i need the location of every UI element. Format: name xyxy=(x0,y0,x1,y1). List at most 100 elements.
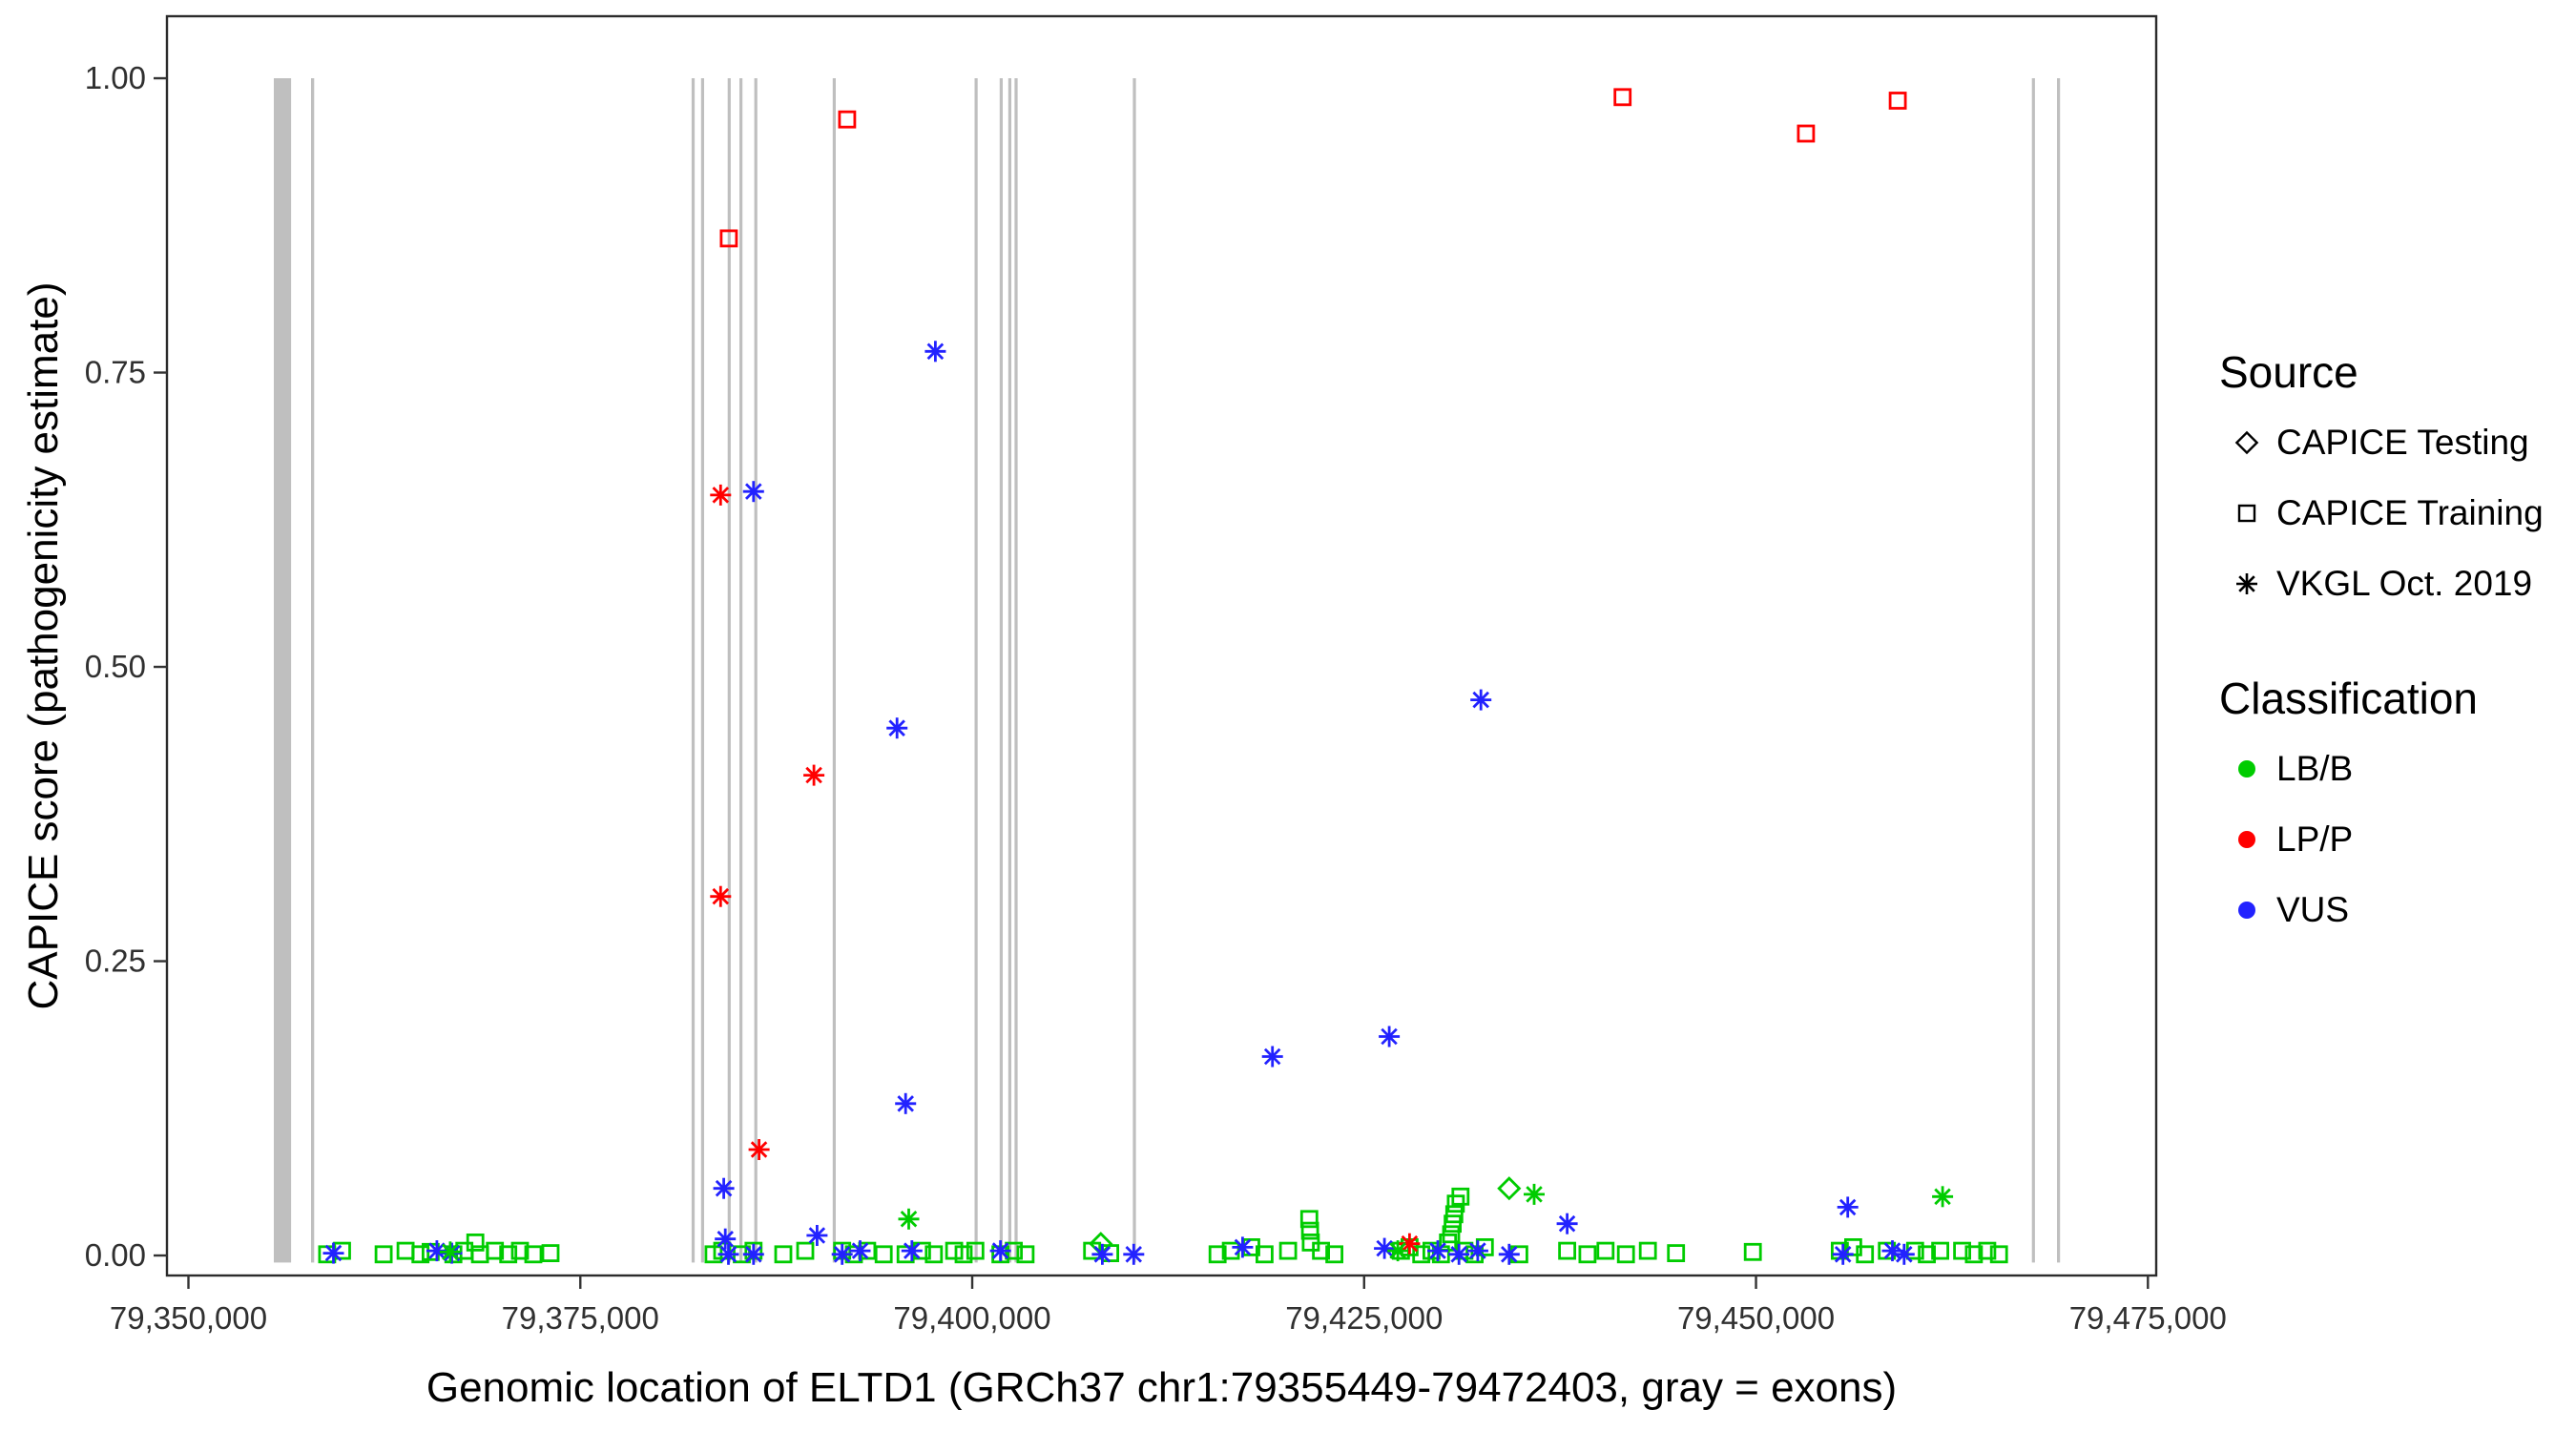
data-point xyxy=(1312,1241,1330,1260)
data-point xyxy=(396,1241,415,1260)
data-point xyxy=(717,1243,739,1265)
data-point xyxy=(806,1225,828,1246)
legend-item-label: CAPICE Testing xyxy=(2276,423,2529,462)
data-point xyxy=(1881,1240,1903,1262)
legend-item-label: LP/P xyxy=(2276,819,2354,859)
exon-band xyxy=(727,78,731,1263)
data-point xyxy=(499,1245,518,1264)
data-point xyxy=(945,1241,964,1260)
exon-band xyxy=(274,78,292,1263)
data-point xyxy=(831,1243,853,1265)
data-point xyxy=(1556,1213,1578,1234)
data-point xyxy=(1256,1245,1274,1264)
data-point xyxy=(1888,92,1907,110)
data-point xyxy=(1893,1243,1915,1265)
data-point xyxy=(374,1245,393,1264)
data-point xyxy=(1596,1241,1615,1260)
data-point xyxy=(1091,1243,1113,1265)
legend-source-title: Source xyxy=(2219,347,2358,397)
data-point xyxy=(1444,1205,1464,1224)
data-point xyxy=(510,1241,530,1260)
data-point xyxy=(849,1240,871,1262)
data-point xyxy=(719,229,738,248)
exon-band xyxy=(974,78,978,1263)
data-point xyxy=(1374,1237,1396,1259)
data-point xyxy=(1442,1225,1461,1244)
data-point xyxy=(1412,1245,1431,1264)
data-point xyxy=(1931,1241,1949,1260)
y-tick-label: 0.75 xyxy=(85,355,146,390)
data-point xyxy=(1232,1236,1254,1258)
legend-item-lbb: LB/B xyxy=(2219,748,2544,790)
data-point xyxy=(1989,1245,2008,1264)
plot-panel-border xyxy=(165,14,2158,1277)
data-point xyxy=(1497,1176,1522,1201)
x-tick-label: 79,425,000 xyxy=(1285,1300,1443,1336)
data-point xyxy=(1379,1026,1401,1047)
exon-band xyxy=(1008,78,1011,1263)
legend-classification-title: Classification xyxy=(2219,674,2478,723)
data-point xyxy=(1667,1244,1686,1262)
data-point xyxy=(486,1241,505,1260)
data-point xyxy=(1832,1243,1854,1265)
data-point xyxy=(1427,1240,1448,1262)
x-tick-label: 79,475,000 xyxy=(2069,1300,2227,1336)
data-point xyxy=(1208,1245,1227,1264)
data-point xyxy=(1964,1245,1984,1264)
legend-item-vus: VUS xyxy=(2219,889,2544,931)
data-points xyxy=(318,88,2008,1265)
data-point xyxy=(874,1245,893,1264)
x-axis-ticks: 79,350,000 79,375,000 79,400,000 79,425,000… xyxy=(110,1275,2227,1336)
exon-band xyxy=(700,78,704,1263)
square-icon xyxy=(2237,504,2256,523)
data-point xyxy=(1448,1243,1470,1265)
exon-band xyxy=(739,78,743,1263)
red-dot-icon xyxy=(2238,831,2255,848)
asterisk-icon xyxy=(2236,573,2257,594)
data-point xyxy=(1978,1241,1997,1260)
legend-item-label: VKGL Oct. 2019 xyxy=(2276,564,2533,603)
x-tick-label: 79,350,000 xyxy=(110,1300,267,1336)
y-tick-label: 1.00 xyxy=(85,60,146,95)
data-point xyxy=(1616,1245,1635,1264)
data-point xyxy=(524,1245,543,1264)
data-point xyxy=(901,1240,923,1262)
data-point xyxy=(1444,1214,1462,1234)
data-point xyxy=(715,1228,737,1250)
data-point xyxy=(1797,124,1816,143)
exon-band xyxy=(1014,78,1018,1263)
exon-bands xyxy=(274,78,2061,1263)
data-point xyxy=(1387,1240,1409,1262)
data-point xyxy=(1558,1241,1576,1260)
y-axis-ticks: 0.00 0.25 0.50 0.75 1.00 xyxy=(85,60,167,1273)
data-point xyxy=(1261,1046,1283,1068)
data-point xyxy=(924,1245,944,1264)
data-point xyxy=(1399,1233,1421,1255)
x-tick-label: 79,375,000 xyxy=(502,1300,659,1336)
exon-band xyxy=(311,78,315,1263)
data-point xyxy=(1466,1240,1488,1262)
data-point xyxy=(742,1243,764,1265)
blue-dot-icon xyxy=(2238,902,2255,919)
data-point xyxy=(803,764,825,786)
exon-band xyxy=(2057,78,2061,1263)
data-point xyxy=(796,1241,815,1260)
x-tick-label: 79,400,000 xyxy=(893,1300,1050,1336)
exon-band xyxy=(832,78,836,1263)
data-point xyxy=(1524,1183,1545,1205)
data-point xyxy=(439,1241,461,1263)
data-point xyxy=(838,110,857,129)
data-point xyxy=(1743,1242,1762,1261)
data-point xyxy=(748,1139,770,1160)
exon-band xyxy=(691,78,696,1263)
x-axis-title: Genomic location of ELTD1 (GRCh37 chr1:7… xyxy=(426,1364,1898,1411)
data-point xyxy=(1300,1221,1319,1240)
data-point xyxy=(1953,1241,1972,1260)
y-tick-label: 0.00 xyxy=(85,1237,146,1273)
data-point xyxy=(322,1242,344,1264)
legend-item-lpp: LP/P xyxy=(2219,819,2544,861)
data-point xyxy=(898,1208,920,1230)
diamond-icon xyxy=(2234,430,2259,455)
legend-item-capice-training: CAPICE Training xyxy=(2219,492,2544,534)
